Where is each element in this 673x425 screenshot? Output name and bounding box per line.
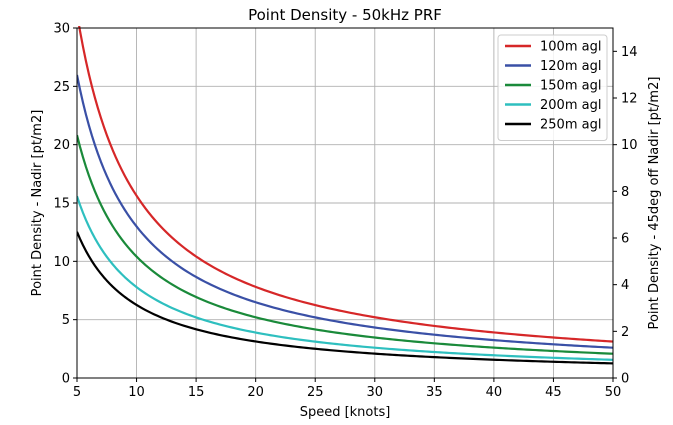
series-lines (77, 26, 613, 365)
legend: 100m agl 120m agl 150m agl 200m agl 250m agl (497, 34, 608, 141)
y2-tick-label: 4 (621, 278, 629, 293)
x-tick-label: 10 (128, 385, 145, 400)
x-tick-label: 50 (605, 385, 622, 400)
legend-label: 250m agl (540, 118, 601, 133)
y2-axis-ticks: 0 2 4 6 8 10 12 14 (613, 45, 638, 387)
y2-tick-label: 10 (621, 138, 638, 153)
y2-tick-label: 12 (621, 92, 638, 107)
x-axis-label: Speed [knots] (300, 405, 391, 420)
series-line-200m-agl (77, 195, 613, 361)
y2-tick-label: 2 (621, 325, 629, 340)
chart-title: Point Density - 50kHz PRF (248, 6, 442, 24)
legend-label: 150m agl (540, 79, 601, 94)
legend-label: 200m agl (540, 98, 601, 113)
y2-tick-label: 14 (621, 45, 638, 60)
y-tick-label: 5 (62, 313, 70, 328)
series-line-120m-agl (77, 74, 613, 349)
y-axis-ticks: 0 5 10 15 20 25 30 (53, 22, 77, 387)
y2-tick-label: 6 (621, 232, 629, 247)
y-tick-label: 25 (53, 80, 70, 95)
legend-box (497, 34, 608, 141)
x-tick-label: 45 (545, 385, 562, 400)
x-tick-label: 5 (73, 385, 81, 400)
x-axis-ticks: 5 10 15 20 25 30 35 40 45 50 (73, 378, 621, 400)
legend-label: 100m agl (540, 40, 601, 55)
y-tick-label: 20 (53, 138, 70, 153)
y-tick-label: 30 (53, 22, 70, 37)
x-tick-label: 30 (367, 385, 384, 400)
x-tick-label: 20 (247, 385, 264, 400)
y2-tick-label: 0 (621, 372, 629, 387)
x-tick-label: 25 (307, 385, 324, 400)
series-line-150m-agl (77, 134, 613, 355)
series-line-100m-agl (78, 26, 613, 343)
y-tick-label: 10 (53, 255, 70, 270)
y2-tick-label: 8 (621, 185, 629, 200)
x-tick-label: 15 (188, 385, 205, 400)
y-axis-label: Point Density - Nadir [pt/m2] (30, 110, 45, 297)
y-tick-label: 0 (62, 372, 70, 387)
x-tick-label: 35 (426, 385, 443, 400)
y2-axis-label: Point Density - 45deg off Nadir [pt/m2] (647, 77, 662, 330)
legend-label: 120m agl (540, 59, 601, 74)
x-tick-label: 40 (486, 385, 503, 400)
y-tick-label: 15 (53, 197, 70, 212)
series-line-250m-agl (77, 231, 613, 365)
